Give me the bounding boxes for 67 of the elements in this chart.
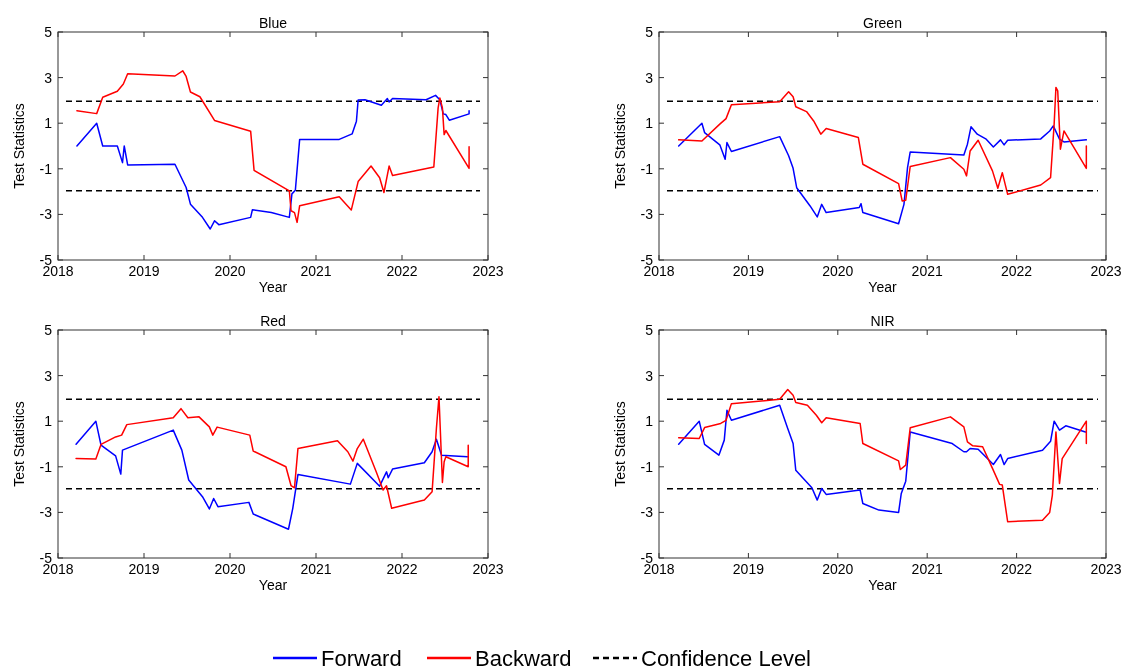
y-tick-label: 1 [44,413,53,430]
y-tick-label: 3 [645,69,654,86]
x-tick-label: 2020 [214,561,246,577]
chart-title: Green [863,15,902,31]
y-tick-label: -3 [640,206,654,223]
x-tick-label: 2023 [472,263,504,279]
x-tick-label: 2021 [300,561,332,577]
y-axis-title: Test Statistics [11,401,27,487]
x-tick-label: 2019 [732,561,765,577]
x-tick-label: 2019 [128,561,160,577]
y-tick-label: -3 [39,206,53,223]
y-tick-label: -5 [39,550,53,566]
x-tick-label: 2022 [1001,263,1033,279]
y-axis-title: Test Statistics [11,103,27,189]
x-tick-label: 2023 [472,561,504,577]
y-tick-label: 1 [645,413,654,430]
y-tick-label: 5 [645,24,654,40]
y-tick-label: -1 [39,160,53,177]
x-tick-label: 2020 [214,263,246,279]
y-tick-label: -3 [39,504,53,521]
line-series [76,94,470,230]
legend-label: Confidence Level [641,646,812,671]
x-tick-label: 2022 [386,561,418,577]
y-tick-label: 1 [645,115,654,132]
x-tick-label: 2022 [1001,561,1033,577]
x-axis-title: Year [868,279,897,295]
y-tick-label: -5 [640,550,654,566]
legend-label: Backward [475,646,572,671]
chart-title: Red [260,313,286,329]
line-series [75,420,469,531]
line-series [677,122,1088,225]
line-series [677,404,1087,514]
y-tick-label: 1 [44,115,53,132]
y-axis-title: Test Statistics [612,103,628,189]
y-tick-label: -5 [640,252,654,268]
line-series [677,388,1088,523]
line-series [75,396,469,510]
y-tick-label: 3 [44,69,53,86]
y-tick-label: 5 [44,24,53,40]
line-series [677,86,1088,202]
x-tick-label: 2023 [1090,561,1122,577]
x-tick-label: 2020 [822,263,854,279]
y-tick-label: -1 [640,458,654,475]
x-axis-title: Year [258,577,288,593]
y-axis-title: Test Statistics [612,401,628,487]
y-tick-label: 5 [44,322,53,338]
x-tick-label: 2021 [911,561,943,577]
y-tick-label: 5 [645,322,654,338]
x-axis-title: Year [868,577,897,593]
x-tick-label: 2022 [386,263,418,279]
line-series [76,70,470,224]
x-tick-label: 2020 [822,561,854,577]
y-tick-label: -1 [640,160,654,177]
x-tick-label: 2021 [300,263,332,279]
chart-title: NIR [870,313,895,329]
legend-label: Forward [321,646,402,671]
y-tick-label: -3 [640,504,654,521]
y-tick-label: -5 [39,252,53,268]
x-tick-label: 2019 [128,263,160,279]
x-tick-label: 2021 [911,263,943,279]
y-tick-label: 3 [44,367,53,384]
y-tick-label: -1 [39,458,53,475]
chart-title: Blue [258,15,288,31]
y-tick-label: 3 [645,367,654,384]
x-tick-label: 2019 [732,263,765,279]
x-axis-title: Year [258,279,288,295]
x-tick-label: 2023 [1090,263,1122,279]
